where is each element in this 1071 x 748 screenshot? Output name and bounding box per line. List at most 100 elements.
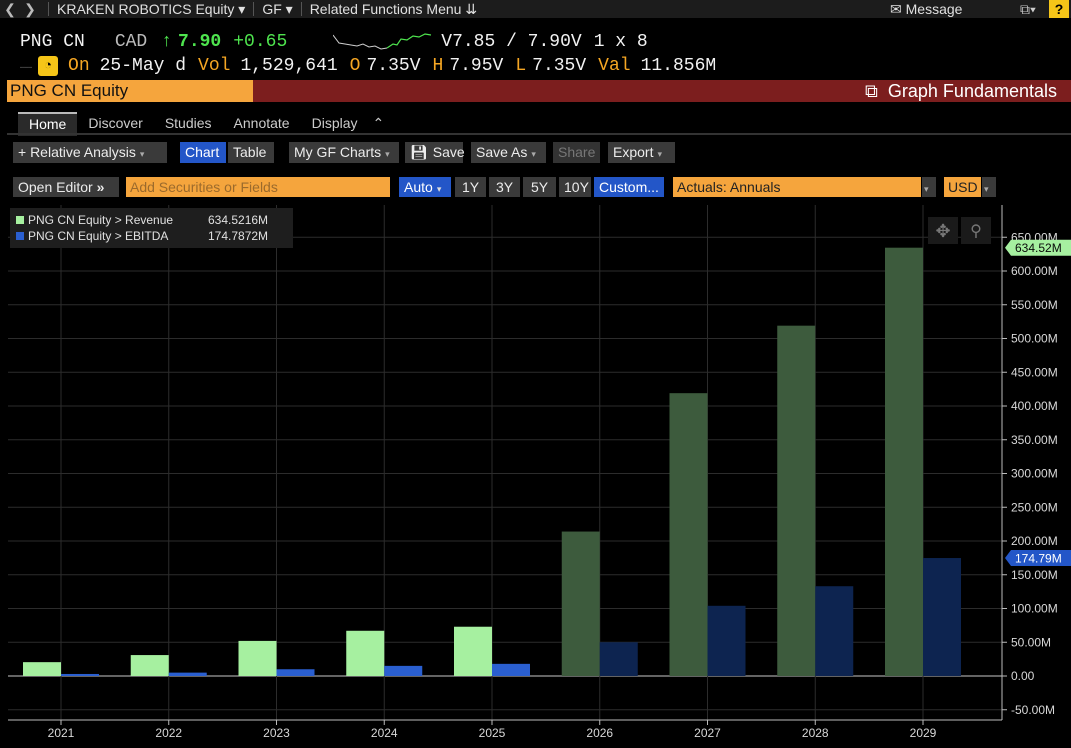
ebitda-bar [492, 663, 530, 676]
zoom-tool-bg [961, 217, 991, 244]
y-tick-label: -50.00M [1011, 703, 1055, 717]
help-button[interactable]: ? [1049, 0, 1069, 18]
double-chevron-right-icon: » [96, 179, 105, 195]
legend-item-ebitda[interactable]: PNG CN Equity > EBITDA 174.7872M [16, 228, 268, 244]
auto-range-button[interactable]: Auto ▾ [399, 177, 451, 197]
dropdown-icon: ▾ [436, 184, 442, 194]
dropdown-icon: ▾ [531, 149, 536, 159]
y-tick-label: 350.00M [1011, 433, 1058, 447]
revenue-bar [669, 393, 708, 676]
periodicity-select[interactable]: Actuals: Annuals [673, 177, 921, 197]
tab-bar: Home Discover Studies Annotate Display ⌃ [18, 112, 388, 136]
revenue-bar [885, 247, 923, 676]
forward-arrow-icon[interactable]: ❯ [24, 0, 36, 17]
dropdown-icon: ▾ [924, 184, 929, 194]
volume-label: Vol [198, 56, 231, 76]
y-tick-label: 50.00M [1011, 635, 1051, 649]
up-arrow-icon: ↑ [161, 32, 173, 52]
value-label: Val [598, 56, 631, 76]
my-gf-charts-button[interactable]: My GF Charts ▾ [289, 142, 399, 163]
open-label: O [349, 56, 361, 76]
chart-legend: PNG CN Equity > Revenue 634.5216M PNG CN… [10, 208, 293, 248]
currency-dropdown-icon[interactable]: ▾ [982, 177, 996, 197]
save-label: Save [432, 144, 465, 160]
ticker: PNG CN [20, 32, 85, 52]
crosshair-tool-bg [928, 217, 958, 244]
divider [48, 2, 49, 16]
volume: 1,529,641 [240, 56, 338, 76]
bid-ask-size: 1 x 8 [593, 32, 648, 52]
save-as-button[interactable]: Save As ▾ [471, 142, 546, 163]
y-tick-label: 550.00M [1011, 298, 1058, 312]
period-5y-button[interactable]: 5Y [523, 177, 556, 197]
period-3y-button[interactable]: 3Y [489, 177, 520, 197]
legend-value: 174.7872M [208, 229, 269, 243]
open-editor-button[interactable]: Open Editor » [13, 177, 119, 197]
y-tick-label: 600.00M [1011, 264, 1058, 278]
security-menu[interactable]: KRAKEN ROBOTICS Equity ▾ [57, 1, 245, 18]
add-securities-input[interactable]: Add Securities or Fields [126, 177, 390, 197]
x-tick-label: 2027 [694, 726, 721, 740]
collapse-icon[interactable]: ⌃ [372, 115, 385, 131]
chart-toggle-button[interactable]: Chart [180, 142, 226, 163]
top-nav-bar: ❮ ❯ KRAKEN ROBOTICS Equity ▾ GF ▾ Relate… [0, 0, 1071, 18]
tab-discover[interactable]: Discover [88, 115, 143, 131]
help-label: ? [1054, 1, 1064, 17]
chart-tools: ✥ ⚲ [928, 217, 991, 244]
y-tick-label: 450.00M [1011, 365, 1058, 379]
period-1y-button[interactable]: 1Y [455, 177, 486, 197]
window-menu-icon[interactable]: ⧉▾ [1020, 0, 1036, 17]
crosshair-icon[interactable]: ✥ [935, 221, 950, 241]
gauge-icon[interactable]: ◔ [38, 56, 59, 76]
ebitda-bar [707, 605, 746, 676]
bid-ask: V7.85 / 7.90V [441, 32, 582, 52]
divider [7, 133, 1071, 135]
x-tick-label: 2023 [263, 726, 290, 740]
low-label: L [515, 56, 527, 76]
export-button[interactable]: Export ▾ [608, 142, 675, 163]
high-price: 7.95V [449, 56, 504, 76]
tab-annotate[interactable]: Annotate [233, 115, 290, 131]
legend-item-revenue[interactable]: PNG CN Equity > Revenue 634.5216M [16, 212, 268, 228]
revenue-bar [23, 662, 61, 676]
auto-range-label: Auto [404, 179, 433, 195]
quote-date: 25-May d [99, 56, 187, 76]
chart-bars [23, 247, 961, 676]
open-price: 7.35V [366, 56, 421, 76]
share-button[interactable]: Share [553, 142, 600, 163]
function-title-label: Graph Fundamentals [887, 81, 1057, 101]
relative-analysis-button[interactable]: + Relative Analysis ▾ [13, 142, 167, 163]
quote-stats-line: …… ◔ On 25-May d Vol 1,529,641 O 7.35V H… [20, 55, 716, 77]
double-chevron-down-icon: ⇊ [465, 0, 478, 17]
back-arrow-icon[interactable]: ❮ [4, 0, 16, 17]
x-tick-label: 2026 [586, 726, 613, 740]
custom-range-button[interactable]: Custom... [594, 177, 664, 197]
title-bar: PNG CN Equity ⧉ Graph Fundamentals [7, 80, 1071, 102]
ebitda-bar [276, 669, 315, 676]
y-tick-label: 0.00 [1011, 669, 1035, 683]
security-name: KRAKEN ROBOTICS Equity [57, 0, 235, 17]
tab-studies[interactable]: Studies [164, 115, 212, 131]
tab-home[interactable]: Home [18, 112, 78, 136]
related-functions-menu[interactable]: Related Functions Menu ⇊ [310, 1, 477, 18]
periodicity-dropdown-icon[interactable]: ▾ [922, 177, 936, 197]
save-button[interactable]: 💾︎ Save [405, 142, 465, 163]
legend-swatch [16, 232, 24, 240]
currency-select[interactable]: USD [944, 177, 981, 197]
traded-value: 11.856M [640, 56, 717, 76]
message-button[interactable]: ✉ Message [890, 1, 962, 18]
tab-display[interactable]: Display [311, 115, 358, 131]
y-tick-label: 100.00M [1011, 602, 1058, 616]
x-tick-label: 2024 [371, 726, 398, 740]
message-label: Message [905, 0, 963, 17]
function-menu[interactable]: GF ▾ [262, 1, 292, 18]
related-functions-label: Related Functions Menu [309, 0, 462, 17]
function-title[interactable]: ⧉ Graph Fundamentals [865, 80, 1057, 102]
period-10y-button[interactable]: 10Y [559, 177, 591, 197]
magnifier-icon[interactable]: ⚲ [970, 223, 982, 240]
y-tick-label: 150.00M [1011, 568, 1058, 582]
price-change: +0.65 [233, 32, 288, 52]
table-toggle-button[interactable]: Table [228, 142, 274, 163]
ebitda-bar [168, 672, 207, 676]
on-label: On [68, 56, 90, 76]
